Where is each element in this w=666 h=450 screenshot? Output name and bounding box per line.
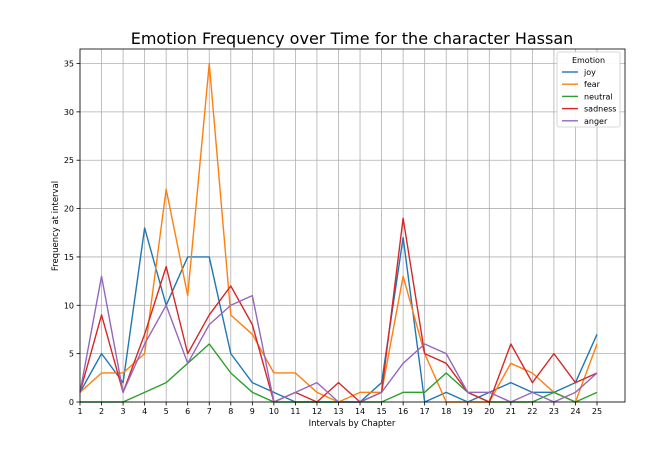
legend-label-joy: joy [583,68,596,77]
y-tick-label: 25 [64,156,74,165]
series-line-sadness [79,217,598,403]
y-axis-label: Frequency at interval [51,181,61,271]
x-axis-label: Intervals by Chapter [309,419,396,429]
x-tick-label: 7 [207,407,212,416]
x-tick-label: 18 [441,407,451,416]
x-tick-label: 13 [333,407,343,416]
x-tick-label: 21 [506,407,516,416]
x-tick-label: 3 [121,407,126,416]
x-tick-label: 22 [527,407,537,416]
x-tick-label: 4 [142,407,147,416]
legend-label-fear: fear [584,80,601,89]
y-tick-label: 35 [64,60,74,69]
legend-label-sadness: sadness [584,105,616,114]
y-tick-label: 15 [64,253,74,262]
legend-title: Emotion [572,56,605,65]
x-tick-label: 23 [549,407,559,416]
x-tick-label: 16 [398,407,408,416]
legend-items: joy fear neutral sadness anger [562,68,616,126]
x-tick-label: 10 [269,407,279,416]
x-tick-label: 2 [99,407,104,416]
legend-label-anger: anger [584,117,608,126]
x-tick-label: 15 [376,407,386,416]
x-tick-label: 14 [355,407,365,416]
x-tick-label: 11 [290,407,300,416]
y-tick-label: 10 [64,301,74,310]
chart-title: Emotion Frequency over Time for the char… [131,29,574,48]
x-tick-label: 19 [463,407,473,416]
x-tick-label: 20 [484,407,494,416]
y-tick-label: 0 [69,398,74,407]
x-tick-label: 17 [420,407,430,416]
x-tick-label: 24 [570,407,580,416]
y-tick-label: 5 [69,350,74,359]
y-tick-label: 30 [64,108,74,117]
x-tick-label: 1 [77,407,82,416]
x-tick-label: 6 [185,407,190,416]
tick-layer: 1 2 3 4 5 6 7 8 9 10 11 12 13 14 15 16 17 18 19 20 21 22 23 24 2… [64,60,602,416]
x-tick-label: 8 [228,407,233,416]
x-tick-label: 9 [250,407,255,416]
x-tick-label: 25 [592,407,602,416]
plot-frame [79,48,626,403]
legend: Emotion joy fear neutral sadness anger [556,51,621,128]
y-tick-label: 20 [64,205,74,214]
legend-label-neutral: neutral [584,92,613,101]
x-tick-label: 5 [164,407,169,416]
x-tick-label: 12 [312,407,322,416]
